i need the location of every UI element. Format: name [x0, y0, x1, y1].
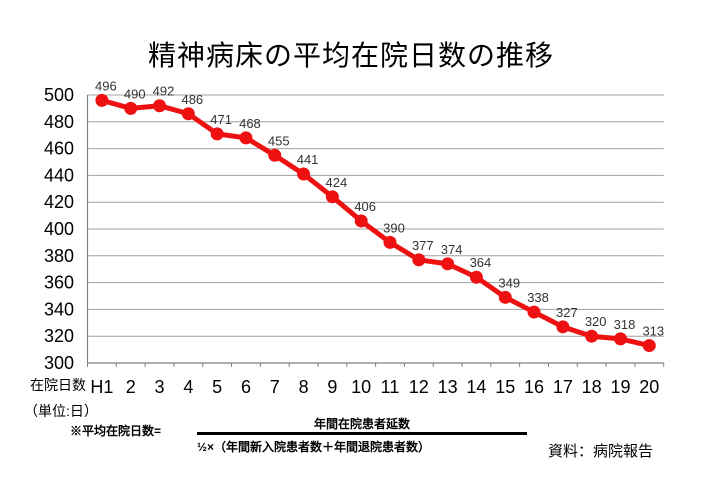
data-label: 374: [441, 242, 463, 257]
data-point: [412, 253, 426, 267]
x-tick-label: 2: [126, 377, 136, 397]
x-tick-label: 20: [639, 377, 659, 397]
x-tick-label: 10: [351, 377, 371, 397]
data-point: [469, 270, 483, 284]
data-label: 441: [297, 152, 319, 167]
source-label: 資料：病院報告: [548, 443, 654, 460]
footnote-formula-label: ※平均在院日数=: [70, 424, 162, 438]
data-label: 468: [239, 116, 261, 131]
y-tick-label: 380: [44, 246, 74, 266]
y-tick-label: 340: [44, 299, 74, 319]
data-point: [556, 320, 570, 334]
data-label: 490: [124, 86, 146, 101]
line-chart: 300 320 340 360 380 400 420 440 460 480 500 H1 2 3 4 5 6…: [44, 78, 665, 397]
x-tick-label: 18: [582, 377, 602, 397]
data-label: 377: [412, 238, 434, 253]
y-tick-label: 400: [44, 219, 74, 239]
data-point: [441, 257, 455, 271]
data-point: [239, 131, 253, 145]
footnote-fraction-bar: [197, 432, 527, 435]
chart-title: 精神病床の平均在院日数の推移: [147, 40, 554, 71]
data-point: [585, 329, 599, 343]
x-tick-label: 3: [155, 377, 165, 397]
data-label: 327: [556, 305, 578, 320]
y-tick-label: 420: [44, 192, 74, 212]
data-point: [268, 148, 282, 162]
data-label: 471: [210, 112, 232, 127]
data-label: 406: [354, 199, 376, 214]
data-point: [354, 214, 368, 228]
x-tick-label: 16: [524, 377, 544, 397]
data-label: 318: [614, 317, 636, 332]
data-point: [642, 339, 656, 353]
data-label: 390: [383, 220, 405, 235]
x-tick-label: 6: [241, 377, 251, 397]
data-label: 496: [95, 78, 117, 93]
data-point: [297, 167, 311, 181]
data-label: 424: [326, 175, 348, 190]
footnote-fraction-denominator: ½×（年間新入院患者数＋年間退院患者数）: [197, 440, 431, 454]
data-label: 492: [153, 84, 175, 99]
x-tick-label: 15: [495, 377, 515, 397]
x-tick-label: 4: [183, 377, 193, 397]
data-label: 455: [268, 133, 290, 148]
data-label: 486: [181, 92, 203, 107]
data-point: [527, 305, 541, 319]
data-point: [153, 99, 167, 113]
x-tick-label: 5: [212, 377, 222, 397]
x-tick-label: 9: [327, 377, 337, 397]
y-tick-label: 460: [44, 139, 74, 159]
x-tick-label: 13: [438, 377, 458, 397]
x-tick-label: 7: [270, 377, 280, 397]
y-tick-label: 300: [44, 353, 74, 373]
y-axis-unit-label-line2: （単位:日）: [24, 403, 98, 419]
x-tick-label: 8: [299, 377, 309, 397]
data-label: 313: [642, 324, 664, 339]
x-tick-label: H1: [90, 377, 113, 397]
data-label: 320: [585, 314, 607, 329]
y-tick-label: 500: [44, 85, 74, 105]
x-tick-label: 17: [553, 377, 573, 397]
data-point: [95, 93, 109, 107]
data-point: [124, 101, 138, 115]
data-point: [383, 235, 397, 249]
y-tick-label: 320: [44, 326, 74, 346]
data-point: [210, 127, 224, 141]
x-tick-label: 14: [466, 377, 486, 397]
data-label: 338: [527, 290, 549, 305]
data-point: [498, 290, 512, 304]
x-tick-label: 11: [381, 377, 400, 397]
data-label: 349: [498, 275, 520, 290]
y-tick-label: 360: [44, 273, 74, 293]
data-label: 364: [470, 255, 492, 270]
footnote-fraction-numerator: 年間在院患者延数: [313, 417, 410, 431]
x-tick-label: 12: [409, 377, 429, 397]
y-tick-label: 440: [44, 165, 74, 185]
data-point: [181, 107, 195, 121]
x-tick-label: 19: [610, 377, 630, 397]
data-point: [613, 332, 627, 346]
y-axis-unit-label-line1: 在院日数: [30, 377, 86, 393]
data-point: [325, 190, 339, 204]
y-tick-label: 480: [44, 112, 74, 132]
